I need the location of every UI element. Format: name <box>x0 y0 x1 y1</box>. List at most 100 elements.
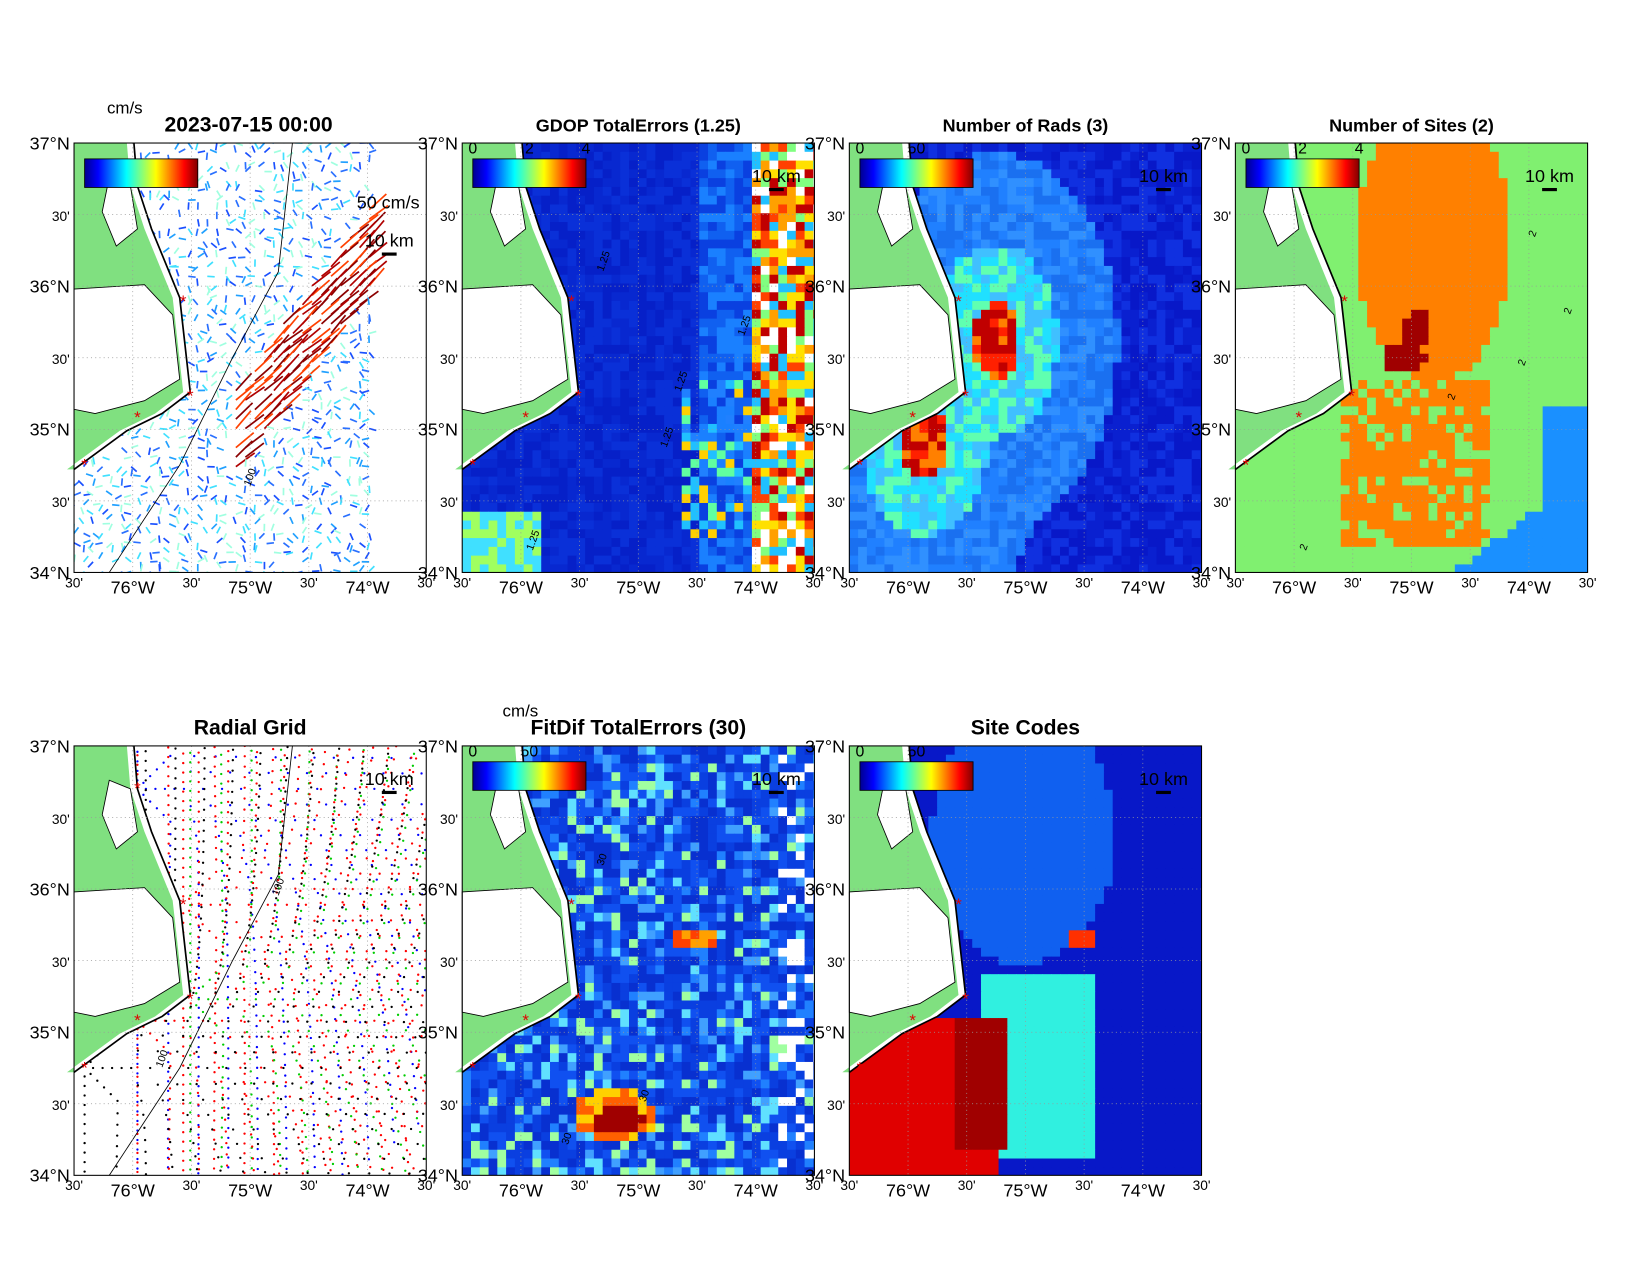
current-vector <box>254 505 255 512</box>
field-cell <box>576 529 585 538</box>
field-cell <box>673 257 682 266</box>
field-cell <box>1078 415 1087 424</box>
current-vector <box>255 351 262 352</box>
field-cell <box>1078 345 1087 354</box>
field-cell <box>787 187 796 196</box>
field-cell <box>611 371 620 380</box>
current-vector <box>334 238 340 242</box>
field-cell <box>787 363 796 372</box>
current-vector <box>357 441 359 448</box>
field-cell <box>1165 283 1174 292</box>
current-vector <box>324 188 331 191</box>
field-cell <box>1148 319 1157 328</box>
field-cell <box>576 336 585 345</box>
field-cell <box>638 275 647 284</box>
field-cell <box>1051 327 1060 336</box>
field-cell <box>743 354 752 363</box>
field-cell <box>673 354 682 363</box>
field-cell <box>1086 283 1095 292</box>
current-vector <box>312 419 318 423</box>
field-cell <box>708 529 717 538</box>
field-cell <box>620 503 629 512</box>
field-cell <box>664 547 673 556</box>
field-cell <box>620 424 629 433</box>
field-cell <box>717 257 726 266</box>
field-cell <box>682 547 691 556</box>
current-vector <box>303 527 307 533</box>
field-cell <box>682 319 691 328</box>
field-cell <box>743 398 752 407</box>
field-cell <box>1183 389 1192 398</box>
field-cell <box>743 222 752 231</box>
field-cell <box>673 310 682 319</box>
field-cell <box>620 415 629 424</box>
field-cell <box>761 538 770 547</box>
field-cell <box>769 459 778 468</box>
field-cell <box>946 143 955 152</box>
current-vector <box>322 371 329 372</box>
current-vector <box>303 212 304 219</box>
field-cell <box>963 231 972 240</box>
field-cell <box>532 485 541 494</box>
field-cell <box>1130 415 1139 424</box>
field-cell <box>946 204 955 213</box>
field-cell <box>682 266 691 275</box>
field-cell <box>999 152 1008 161</box>
field-cell <box>664 521 673 530</box>
field-cell <box>999 389 1008 398</box>
field-cell <box>761 556 770 565</box>
current-vector <box>93 479 95 486</box>
field-cell <box>1069 196 1078 205</box>
current-vector <box>226 476 233 479</box>
field-cell <box>805 169 814 178</box>
field-cell <box>796 222 805 231</box>
field-cell <box>1016 424 1025 433</box>
current-vector <box>241 537 246 543</box>
field-cell <box>1121 424 1130 433</box>
field-cell <box>690 187 699 196</box>
field-cell <box>1113 319 1122 328</box>
field-cell <box>769 354 778 363</box>
current-vector <box>305 256 312 258</box>
current-vector <box>159 535 160 542</box>
field-cell <box>1130 336 1139 345</box>
field-cell <box>1157 363 1166 372</box>
field-cell <box>805 547 814 556</box>
current-vector <box>360 543 366 548</box>
current-vector <box>317 524 322 530</box>
field-cell <box>805 406 814 415</box>
field-cell <box>1016 406 1025 415</box>
field-cell <box>568 248 577 257</box>
current-vector <box>311 221 312 228</box>
field-cell <box>805 389 814 398</box>
field-cell <box>532 503 541 512</box>
field-cell <box>1007 169 1016 178</box>
field-cell <box>1139 442 1148 451</box>
field-cell <box>769 529 778 538</box>
field-cell <box>655 319 664 328</box>
field-cell <box>655 406 664 415</box>
current-vector <box>341 291 359 305</box>
field-cell <box>1016 283 1025 292</box>
field-cell <box>946 231 955 240</box>
field-cell <box>717 459 726 468</box>
field-cell <box>743 433 752 442</box>
field-cell <box>1121 275 1130 284</box>
current-vector <box>215 305 217 312</box>
field-cell <box>1157 196 1166 205</box>
current-vector <box>331 356 335 362</box>
field-cell <box>1025 222 1034 231</box>
field-cell <box>1113 354 1122 363</box>
current-vector <box>350 191 354 197</box>
field-cell <box>699 406 708 415</box>
field-cell <box>717 178 726 187</box>
field-cell <box>787 521 796 530</box>
field-cell <box>638 468 647 477</box>
field-cell <box>611 204 620 213</box>
current-vector <box>245 415 264 429</box>
field-cell <box>699 143 708 152</box>
field-cell <box>1025 248 1034 257</box>
field-cell <box>752 266 761 275</box>
field-cell <box>717 310 726 319</box>
current-vector <box>296 273 303 276</box>
